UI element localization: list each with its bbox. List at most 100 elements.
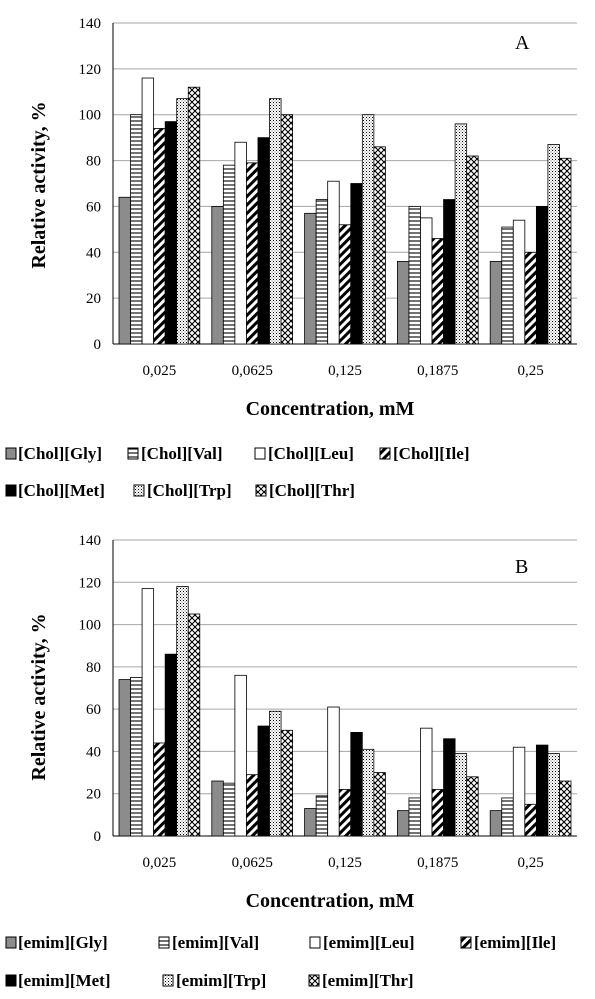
bar-emimtrp-2 bbox=[361, 748, 375, 837]
panel-b-y-axis-title: Relative activity, % bbox=[28, 613, 50, 780]
y-tick-label: 20 bbox=[86, 291, 101, 307]
y-tick-label: 100 bbox=[79, 618, 102, 634]
legend-swatch-chol-thr bbox=[255, 484, 267, 497]
bar-emimthr-2 bbox=[373, 772, 386, 837]
panel-a-legend-row-1: [Chol][Gly] [Chol][Val] [Chol][Leu] [Cho… bbox=[5, 444, 469, 463]
bar-cholile-4 bbox=[524, 251, 537, 345]
bar-cholgly-0 bbox=[118, 196, 131, 345]
bar-emimleu-3 bbox=[420, 727, 433, 837]
legend-label-chol-val: [Chol][Val] bbox=[141, 444, 223, 463]
bar-cholmet-0 bbox=[164, 121, 178, 345]
bar-cholthr-1 bbox=[280, 114, 293, 345]
bar-cholmet-4 bbox=[535, 206, 549, 345]
panel-b-legend-row-2: [emim][Met] [emim][Trp] [emim][Thr] bbox=[5, 971, 414, 990]
bar-emimile-2 bbox=[338, 789, 352, 837]
legend-label-emim-met: [emim][Met] bbox=[18, 971, 111, 990]
bar-emimile-0 bbox=[153, 742, 166, 837]
bar-choltrp-0 bbox=[176, 98, 189, 345]
bar-emimthr-0 bbox=[187, 613, 201, 837]
bar-emimmet-4 bbox=[535, 744, 549, 837]
bar-emimgly-3 bbox=[396, 810, 410, 837]
y-tick-label: 140 bbox=[79, 533, 102, 549]
legend-label-emim-ile: [emim][Ile] bbox=[474, 933, 556, 952]
x-category-label: 0,025 bbox=[143, 855, 177, 871]
panel-a-y-ticks: 0 20 40 60 80 100 120 140 bbox=[79, 16, 102, 353]
panel-a-x-categories: 0,025 0,0625 0,125 0,1875 0,25 bbox=[143, 363, 544, 379]
legend-swatch-emim-gly bbox=[5, 936, 17, 949]
y-tick-label: 60 bbox=[86, 199, 101, 215]
bar-emimmet-0 bbox=[164, 653, 178, 837]
bar-cholgly-2 bbox=[304, 212, 317, 345]
legend-swatch-chol-met bbox=[5, 484, 17, 497]
legend-label-chol-gly: [Chol][Gly] bbox=[18, 444, 102, 463]
bar-cholval-3 bbox=[408, 206, 421, 345]
bar-cholleu-1 bbox=[234, 141, 247, 345]
bar-emimleu-2 bbox=[327, 706, 340, 837]
y-tick-label: 80 bbox=[86, 154, 101, 170]
bar-cholthr-3 bbox=[466, 155, 479, 345]
legend-swatch-emim-thr bbox=[308, 974, 320, 987]
bar-cholile-0 bbox=[153, 128, 166, 345]
bar-emimmet-3 bbox=[443, 738, 456, 837]
bar-cholval-2 bbox=[315, 199, 329, 345]
bar-emimval-2 bbox=[315, 795, 329, 837]
bar-emimthr-1 bbox=[280, 729, 293, 837]
x-category-label: 0,025 bbox=[143, 363, 177, 379]
legend-swatch-chol-gly bbox=[5, 447, 17, 460]
bar-cholthr-4 bbox=[559, 157, 572, 345]
bar-emimval-1 bbox=[222, 782, 236, 837]
legend-label-emim-val: [emim][Val] bbox=[172, 933, 259, 952]
bar-cholleu-0 bbox=[141, 77, 155, 345]
panel-b-x-axis-title: Concentration, mM bbox=[246, 890, 415, 912]
bar-cholmet-1 bbox=[257, 137, 270, 345]
legend-label-emim-leu: [emim][Leu] bbox=[323, 933, 415, 952]
panel-b-label: B bbox=[515, 556, 528, 578]
bar-cholgly-1 bbox=[211, 206, 224, 345]
y-tick-label: 40 bbox=[86, 245, 101, 261]
bar-cholile-1 bbox=[246, 162, 259, 345]
bar-emimleu-1 bbox=[234, 674, 247, 837]
bar-emimgly-2 bbox=[304, 808, 317, 837]
bar-emimmet-1 bbox=[257, 725, 270, 837]
bar-cholgly-3 bbox=[396, 261, 410, 345]
legend-label-emim-gly: [emim][Gly] bbox=[18, 933, 108, 952]
bar-cholmet-2 bbox=[350, 183, 363, 345]
legend-label-emim-thr: [emim][Thr] bbox=[322, 971, 414, 990]
x-category-label: 0,0625 bbox=[232, 363, 273, 379]
panel-a-bars bbox=[118, 77, 572, 345]
y-tick-label: 60 bbox=[86, 702, 101, 718]
y-tick-label: 120 bbox=[79, 62, 102, 78]
panel-a-legend: [Chol][Gly] [Chol][Val] [Chol][Leu] [Cho… bbox=[5, 444, 469, 500]
bar-cholval-0 bbox=[130, 114, 143, 345]
bar-cholleu-3 bbox=[420, 217, 433, 345]
bar-emimtrp-4 bbox=[547, 753, 560, 837]
bar-choltrp-1 bbox=[269, 98, 282, 345]
panel-b-x-categories: 0,025 0,0625 0,125 0,1875 0,25 bbox=[143, 855, 544, 871]
legend-label-chol-met: [Chol][Met] bbox=[18, 481, 105, 500]
legend-swatch-chol-leu bbox=[254, 447, 266, 460]
legend-swatch-emim-val bbox=[158, 936, 170, 949]
panel-b-bars bbox=[118, 586, 572, 837]
x-category-label: 0,0625 bbox=[232, 855, 273, 871]
legend-label-chol-thr: [Chol][Thr] bbox=[269, 481, 355, 500]
bar-cholile-3 bbox=[431, 238, 444, 345]
panel-b-y-ticks: 0 20 40 60 80 100 120 140 bbox=[79, 533, 102, 845]
bar-emimleu-0 bbox=[141, 588, 155, 837]
panel-b-legend-row-1: [emim][Gly] [emim][Val] [emim][Leu] [emi… bbox=[5, 933, 556, 952]
y-tick-label: 0 bbox=[94, 337, 102, 353]
bar-cholgly-4 bbox=[489, 261, 503, 345]
bar-emimleu-4 bbox=[512, 746, 526, 837]
legend-swatch-emim-leu bbox=[309, 936, 321, 949]
legend-swatch-emim-ile bbox=[460, 936, 472, 949]
legend-label-chol-trp: [Chol][Trp] bbox=[147, 481, 232, 500]
bar-cholleu-4 bbox=[512, 219, 526, 345]
x-category-label: 0,1875 bbox=[417, 855, 458, 871]
bar-emimile-4 bbox=[524, 803, 537, 837]
x-category-label: 0,1875 bbox=[417, 363, 458, 379]
bar-cholleu-2 bbox=[327, 180, 340, 345]
panel-a-x-axis-title: Concentration, mM bbox=[246, 398, 415, 420]
legend-swatch-emim-met bbox=[5, 974, 17, 987]
bar-cholval-1 bbox=[222, 164, 236, 345]
bar-cholval-4 bbox=[501, 226, 514, 345]
panel-b: 0 20 40 60 80 100 120 140 0,025 0,0625 0,125 0,187… bbox=[5, 533, 577, 990]
